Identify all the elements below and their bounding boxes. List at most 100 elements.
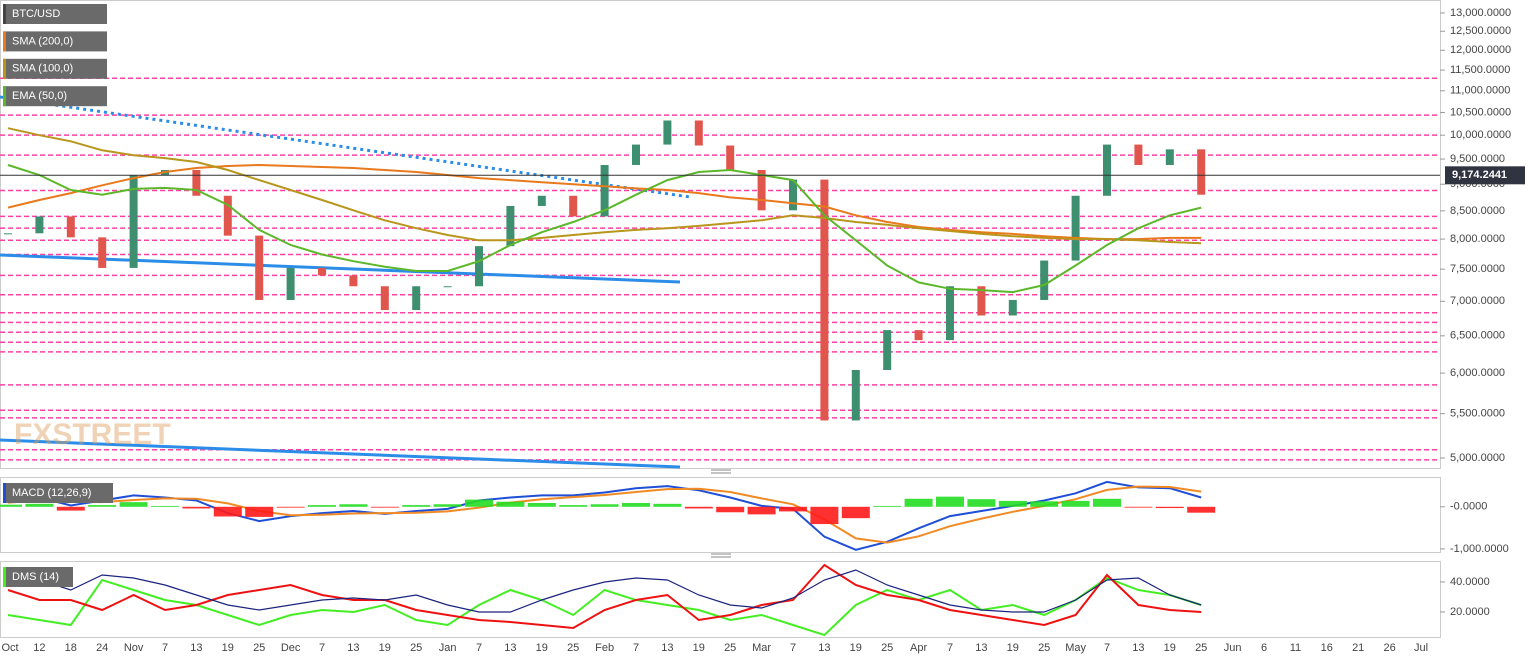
histogram-bar <box>182 506 211 509</box>
candle <box>255 235 264 300</box>
candle <box>66 216 75 238</box>
y-tick-label: 40.0000 <box>1450 576 1490 588</box>
candle <box>537 195 546 206</box>
candle <box>412 286 421 311</box>
candle <box>726 145 735 170</box>
legend-label: SMA (100,0) <box>12 63 73 75</box>
indicator-line <box>7 480 1202 551</box>
candle <box>1103 144 1111 196</box>
ma-line <box>7 127 1202 245</box>
x-tick-label: 24 <box>96 642 108 654</box>
histogram-bar <box>936 496 964 507</box>
histogram-bar <box>151 505 179 507</box>
legend-box <box>3 567 73 587</box>
y-tick-label: 7,000.0000 <box>1450 295 1505 307</box>
histogram-bar <box>465 499 493 507</box>
panel-handle[interactable] <box>711 553 731 558</box>
histogram-bar <box>339 504 368 507</box>
candle <box>318 267 326 276</box>
histogram-bar <box>967 499 996 507</box>
x-tick-label: Jan <box>439 642 457 654</box>
candle <box>632 144 640 165</box>
histogram-bar <box>1124 506 1153 508</box>
x-tick-label: 16 <box>1321 642 1333 654</box>
histogram-bar <box>904 498 933 507</box>
last-price-box <box>1445 166 1525 185</box>
x-tick-label: 13 <box>347 642 359 654</box>
x-tick-label: 13 <box>818 642 830 654</box>
candle <box>851 370 860 421</box>
candle <box>663 120 672 145</box>
histogram-bar <box>559 505 588 507</box>
x-tick-label: May <box>1065 642 1086 654</box>
legend-box <box>3 4 107 24</box>
y-tick-label: 6,000.0000 <box>1450 367 1505 379</box>
candle <box>475 246 483 287</box>
panel-handle[interactable] <box>711 469 731 474</box>
legend-swatch <box>3 58 6 79</box>
trend-line <box>0 253 681 284</box>
x-tick-label: 7 <box>476 642 482 654</box>
candle <box>506 205 515 247</box>
x-tick-label: 21 <box>1352 642 1364 654</box>
x-tick-label: 25 <box>1038 642 1050 654</box>
ma-line <box>7 163 1202 241</box>
y-tick-label: 8,500.0000 <box>1450 205 1505 217</box>
histogram-bar <box>1061 500 1090 507</box>
candle <box>757 169 766 211</box>
y-tick-label: 12,000.0000 <box>1450 44 1511 56</box>
candle <box>1008 299 1017 316</box>
macd-panel <box>0 477 1441 553</box>
legend-swatch <box>3 483 6 503</box>
candle <box>35 216 44 234</box>
x-tick-label: 25 <box>1195 642 1207 654</box>
candle <box>914 330 923 341</box>
histogram-bar <box>433 504 462 507</box>
legend-box <box>3 31 107 52</box>
legend-swatch <box>3 4 6 24</box>
levels <box>0 77 1440 461</box>
candle <box>192 169 201 196</box>
x-tick-label: 7 <box>1104 642 1110 654</box>
panel-title: MACD (12,26,9) <box>12 487 91 499</box>
histogram-bar <box>370 506 399 508</box>
histogram-bar <box>88 505 117 507</box>
candle <box>977 286 986 316</box>
plot <box>0 120 1440 637</box>
histogram-bar <box>276 506 305 508</box>
histogram-bar <box>1155 506 1184 509</box>
x-tick-label: 25 <box>410 642 422 654</box>
x-tick-label: 7 <box>162 642 168 654</box>
x-tick-label: 13 <box>1132 642 1144 654</box>
x-tick-label: Dec <box>281 642 301 654</box>
legend-swatch <box>3 567 6 587</box>
last-price-label: 9,174.2441 <box>1452 169 1507 181</box>
y-tick-label: 11,000.0000 <box>1450 85 1510 97</box>
candle <box>1197 149 1206 195</box>
candle <box>820 179 829 421</box>
legend: BTC/USD SMA (200,0) SMA (100,0) EMA (50,0) M… <box>3 4 113 587</box>
candle <box>4 233 12 235</box>
histogram-bar <box>810 506 839 525</box>
x-tick-label: 25 <box>724 642 736 654</box>
candle <box>223 195 232 236</box>
indicator-line <box>7 576 1202 637</box>
legend-label: SMA (200,0) <box>12 35 73 47</box>
candle <box>349 275 358 287</box>
histogram-bar <box>527 502 556 507</box>
candle <box>1040 260 1049 300</box>
y-tick-label: -1,000.0000 <box>1450 543 1509 555</box>
x-tick-label: 13 <box>661 642 673 654</box>
x-tick-label: 19 <box>850 642 862 654</box>
histogram-bar <box>684 506 713 509</box>
candle <box>286 267 295 300</box>
indicator-line <box>7 569 1202 613</box>
candle <box>600 164 609 217</box>
candle <box>946 286 954 341</box>
x-tick-label: 19 <box>1007 642 1019 654</box>
histogram-bar <box>25 503 54 507</box>
candle <box>1134 144 1143 165</box>
x-tick-label: 19 <box>379 642 391 654</box>
